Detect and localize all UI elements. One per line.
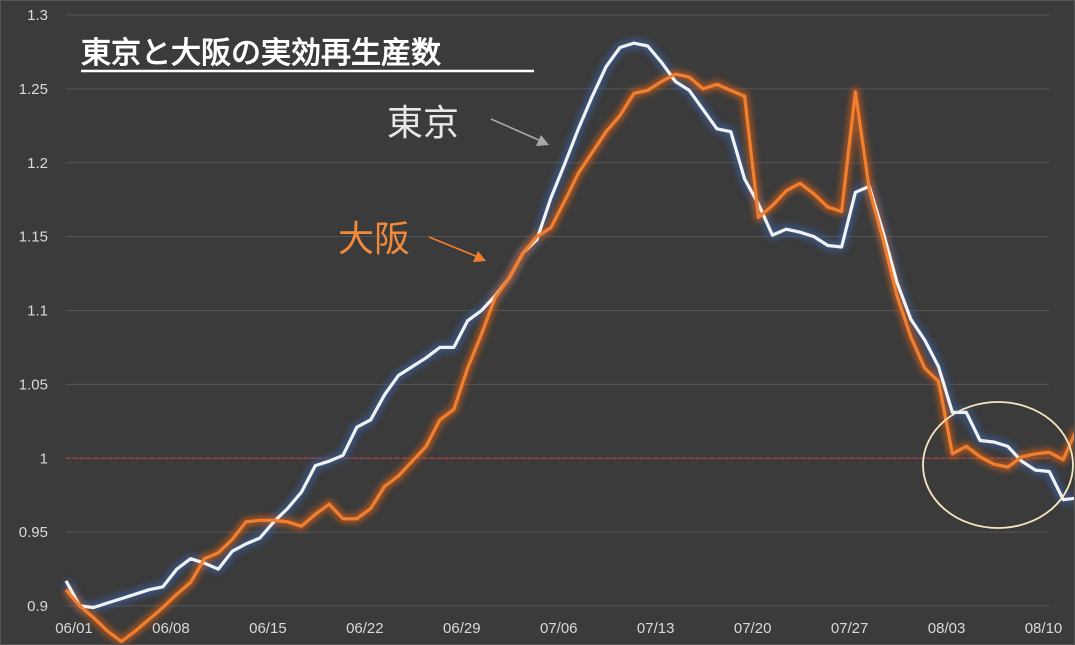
x-axis-ticks: 06/01 06/08 06/15 06/22 06/29 07/06 07/13 07/20… (55, 620, 1062, 637)
y-tick-label: 1 (40, 450, 48, 467)
arrow-osaka-head (473, 251, 486, 262)
arrow-tokyo-head (536, 135, 549, 146)
x-tick-label: 06/01 (55, 620, 93, 637)
x-tick-label: 08/10 (1025, 620, 1063, 637)
arrow-tokyo-line (490, 118, 542, 142)
y-tick-label: 1.25 (19, 81, 48, 98)
x-tick-label: 07/06 (540, 620, 578, 637)
x-tick-label: 07/20 (734, 620, 772, 637)
x-tick-label: 06/15 (249, 620, 287, 637)
series-line-1 (64, 72, 1074, 644)
x-tick-label: 06/08 (152, 620, 190, 637)
series-group (62, 38, 1074, 644)
x-tick-label: 08/03 (928, 620, 966, 637)
y-tick-label: 1.3 (27, 7, 48, 24)
chart-title: 東京と大阪の実効再生産数 (81, 36, 442, 71)
y-tick-label: 0.95 (19, 524, 48, 541)
x-tick-label: 07/27 (831, 620, 869, 637)
x-tick-label: 07/13 (637, 620, 675, 637)
y-tick-label: 1.05 (19, 376, 48, 393)
legend-label-osaka: 大阪 (338, 219, 410, 260)
y-tick-label: 0.9 (27, 598, 48, 615)
x-tick-label: 06/22 (346, 620, 384, 637)
highlight-circle (922, 401, 1074, 529)
y-axis-ticks: 0.9 0.95 1 1.05 1.1 1.15 1.2 1.25 1.3 (19, 7, 48, 615)
x-tick-label: 06/29 (443, 620, 481, 637)
legend-label-tokyo: 東京 (387, 103, 459, 144)
y-tick-label: 1.1 (27, 303, 48, 320)
series-line-0 (64, 41, 1074, 610)
y-tick-label: 1.2 (27, 155, 48, 172)
arrow-osaka-line (428, 236, 479, 258)
series-glow-0 (62, 38, 1074, 612)
y-tick-label: 1.15 (19, 229, 48, 246)
